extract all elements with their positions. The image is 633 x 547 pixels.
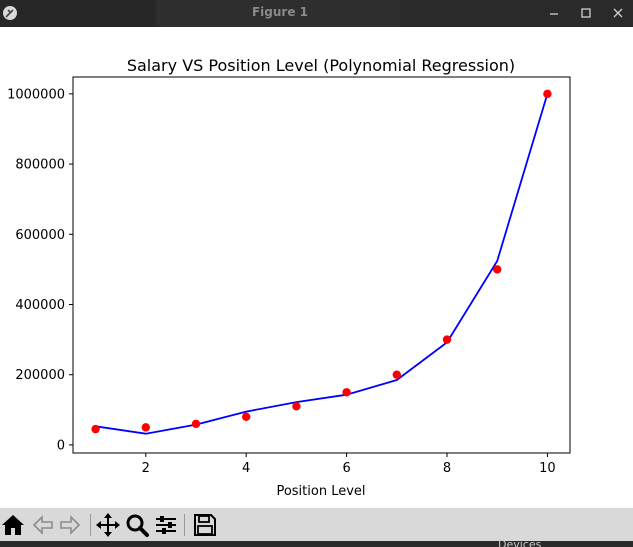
maximize-button[interactable] — [577, 4, 595, 22]
y-tick-label: 400000 — [15, 298, 65, 313]
y-tick-label: 200000 — [15, 368, 65, 383]
app-icon — [3, 6, 17, 20]
chart-title: Salary VS Position Level (Polynomial Reg… — [127, 56, 515, 75]
y-tick-label: 0 — [57, 438, 65, 453]
titlebar-left-segment — [0, 0, 155, 27]
back-arrow-icon — [32, 515, 53, 535]
pan-move-icon — [96, 513, 120, 537]
data-point — [442, 335, 452, 344]
toolbar-separator — [90, 514, 91, 536]
y-tick-label: 600000 — [15, 228, 65, 243]
x-axis-ticks: 2 4 6 8 10 — [142, 453, 556, 476]
data-point — [292, 402, 301, 411]
data-point — [141, 423, 150, 432]
y-tick-label: 800000 — [15, 158, 65, 173]
scatter-points-group — [91, 89, 552, 434]
save-button[interactable] — [192, 512, 218, 538]
data-point — [191, 419, 201, 429]
navigation-toolbar — [0, 508, 633, 541]
minimize-button[interactable] — [545, 4, 563, 22]
forward-arrow-icon — [60, 515, 81, 535]
zoom-magnifier-icon — [126, 514, 149, 537]
regression-line — [95, 93, 549, 435]
forward-button[interactable] — [57, 512, 83, 538]
data-point — [392, 370, 402, 379]
zoom-button[interactable] — [124, 512, 150, 538]
data-point — [241, 412, 251, 422]
back-button[interactable] — [30, 512, 56, 538]
minimize-icon — [550, 13, 558, 15]
x-tick-label: 2 — [142, 461, 150, 476]
configure-subplots-icon — [156, 516, 176, 534]
save-disk-icon — [194, 514, 216, 536]
toolbar-separator — [184, 514, 185, 536]
maximize-icon — [581, 8, 591, 18]
x-axis-label: Position Level — [276, 484, 365, 499]
x-tick-label: 4 — [242, 461, 250, 476]
home-icon — [2, 515, 24, 535]
x-tick-label: 8 — [443, 461, 451, 476]
titlebar-right-segment — [402, 0, 633, 27]
window-titlebar: Figure 1 — [0, 0, 633, 27]
home-button[interactable] — [0, 512, 26, 538]
plot-area-frame — [72, 76, 571, 454]
y-axis-ticks: 0 200000 400000 600000 800000 1000000 — [7, 87, 73, 453]
figure-canvas[interactable]: Salary VS Position Level (Polynomial Reg… — [0, 27, 633, 508]
pan-button[interactable] — [95, 512, 121, 538]
data-point — [543, 89, 552, 99]
devices-label: Devices — [498, 539, 542, 547]
x-tick-label: 6 — [342, 461, 350, 476]
data-point — [342, 388, 351, 397]
x-tick-label: 10 — [539, 461, 556, 476]
close-button[interactable] — [609, 4, 627, 22]
y-tick-label: 1000000 — [7, 87, 65, 102]
bottom-desktop-strip — [0, 541, 633, 547]
regression-line-group — [95, 93, 549, 435]
close-icon — [613, 8, 623, 18]
chart-svg: Salary VS Position Level (Polynomial Reg… — [7, 56, 571, 499]
window-title: Figure 1 — [251, 5, 309, 19]
configure-subplots-button[interactable] — [153, 512, 179, 538]
data-point — [91, 424, 100, 434]
titlebar-center-segment — [157, 0, 400, 27]
data-point — [493, 265, 502, 274]
